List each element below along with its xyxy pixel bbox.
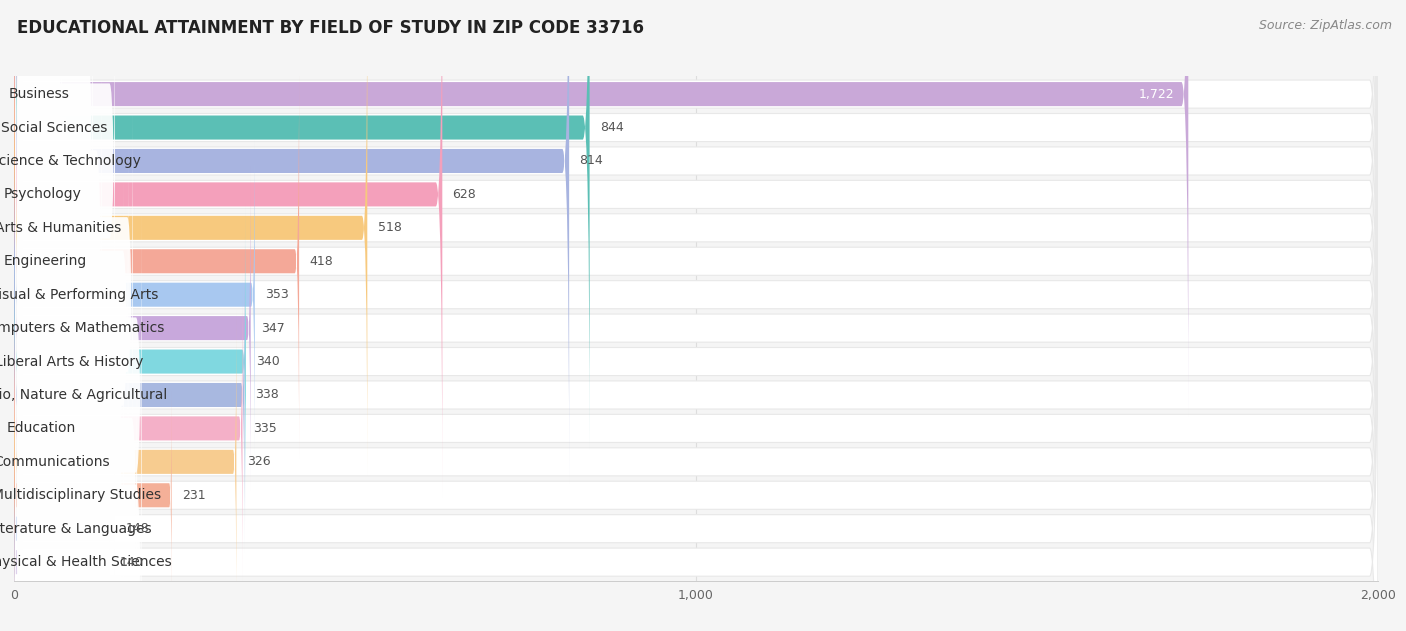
FancyBboxPatch shape <box>15 138 128 518</box>
FancyBboxPatch shape <box>14 203 246 520</box>
FancyBboxPatch shape <box>14 504 110 620</box>
FancyBboxPatch shape <box>14 0 1378 631</box>
FancyBboxPatch shape <box>14 41 1378 631</box>
FancyBboxPatch shape <box>15 4 70 384</box>
FancyBboxPatch shape <box>14 0 589 450</box>
Text: 338: 338 <box>254 389 278 401</box>
Text: 814: 814 <box>579 155 603 167</box>
FancyBboxPatch shape <box>14 391 172 599</box>
FancyBboxPatch shape <box>14 273 242 584</box>
Text: EDUCATIONAL ATTAINMENT BY FIELD OF STUDY IN ZIP CODE 33716: EDUCATIONAL ATTAINMENT BY FIELD OF STUDY… <box>17 19 644 37</box>
Text: Bio, Nature & Agricultural: Bio, Nature & Agricultural <box>0 388 167 402</box>
FancyBboxPatch shape <box>15 0 93 317</box>
Text: 140: 140 <box>120 556 143 569</box>
FancyBboxPatch shape <box>14 0 569 483</box>
Text: Education: Education <box>6 422 76 435</box>
FancyBboxPatch shape <box>14 0 367 476</box>
FancyBboxPatch shape <box>14 0 1378 582</box>
Text: 347: 347 <box>262 322 284 334</box>
FancyBboxPatch shape <box>15 372 142 631</box>
FancyBboxPatch shape <box>14 108 1378 631</box>
FancyBboxPatch shape <box>14 237 245 552</box>
FancyBboxPatch shape <box>14 0 1378 631</box>
FancyBboxPatch shape <box>15 272 89 631</box>
Text: Liberal Arts & History: Liberal Arts & History <box>0 355 143 369</box>
Text: Visual & Performing Arts: Visual & Performing Arts <box>0 288 159 302</box>
Text: Physical & Health Sciences: Physical & Health Sciences <box>0 555 172 569</box>
Text: Computers & Mathematics: Computers & Mathematics <box>0 321 165 335</box>
FancyBboxPatch shape <box>14 74 1378 631</box>
FancyBboxPatch shape <box>15 105 132 485</box>
Text: Source: ZipAtlas.com: Source: ZipAtlas.com <box>1258 19 1392 32</box>
Text: 1,722: 1,722 <box>1139 88 1174 100</box>
FancyBboxPatch shape <box>15 172 124 551</box>
Text: 326: 326 <box>246 456 270 468</box>
FancyBboxPatch shape <box>15 205 142 585</box>
Text: 418: 418 <box>309 255 333 268</box>
FancyBboxPatch shape <box>15 71 75 451</box>
FancyBboxPatch shape <box>15 305 138 631</box>
Text: 628: 628 <box>453 188 477 201</box>
Text: Engineering: Engineering <box>4 254 87 268</box>
Text: 844: 844 <box>600 121 624 134</box>
Text: Literature & Languages: Literature & Languages <box>0 522 152 536</box>
FancyBboxPatch shape <box>14 0 1378 615</box>
FancyBboxPatch shape <box>14 8 1378 631</box>
Text: Arts & Humanities: Arts & Humanities <box>0 221 122 235</box>
Text: Social Sciences: Social Sciences <box>1 121 107 134</box>
FancyBboxPatch shape <box>14 0 1378 548</box>
Text: Psychology: Psychology <box>4 187 82 201</box>
FancyBboxPatch shape <box>14 130 254 459</box>
FancyBboxPatch shape <box>15 339 124 631</box>
Text: Business: Business <box>8 87 69 101</box>
FancyBboxPatch shape <box>14 141 1378 631</box>
Text: 335: 335 <box>253 422 277 435</box>
FancyBboxPatch shape <box>14 0 1378 515</box>
Text: Multidisciplinary Studies: Multidisciplinary Studies <box>0 488 160 502</box>
FancyBboxPatch shape <box>14 0 1378 481</box>
FancyBboxPatch shape <box>14 0 1188 416</box>
FancyBboxPatch shape <box>15 38 101 418</box>
FancyBboxPatch shape <box>14 0 1378 631</box>
FancyBboxPatch shape <box>14 64 299 459</box>
Text: 148: 148 <box>125 522 149 535</box>
FancyBboxPatch shape <box>15 239 66 618</box>
Text: 340: 340 <box>256 355 280 368</box>
Text: Science & Technology: Science & Technology <box>0 154 141 168</box>
FancyBboxPatch shape <box>14 0 1378 631</box>
FancyBboxPatch shape <box>14 466 115 591</box>
FancyBboxPatch shape <box>14 166 250 490</box>
FancyBboxPatch shape <box>14 175 1378 631</box>
FancyBboxPatch shape <box>15 0 115 351</box>
Text: 518: 518 <box>378 221 401 234</box>
FancyBboxPatch shape <box>14 0 443 497</box>
Text: Communications: Communications <box>0 455 110 469</box>
Text: 231: 231 <box>181 489 205 502</box>
FancyBboxPatch shape <box>14 310 236 613</box>
Text: 353: 353 <box>264 288 288 301</box>
FancyBboxPatch shape <box>15 0 62 284</box>
